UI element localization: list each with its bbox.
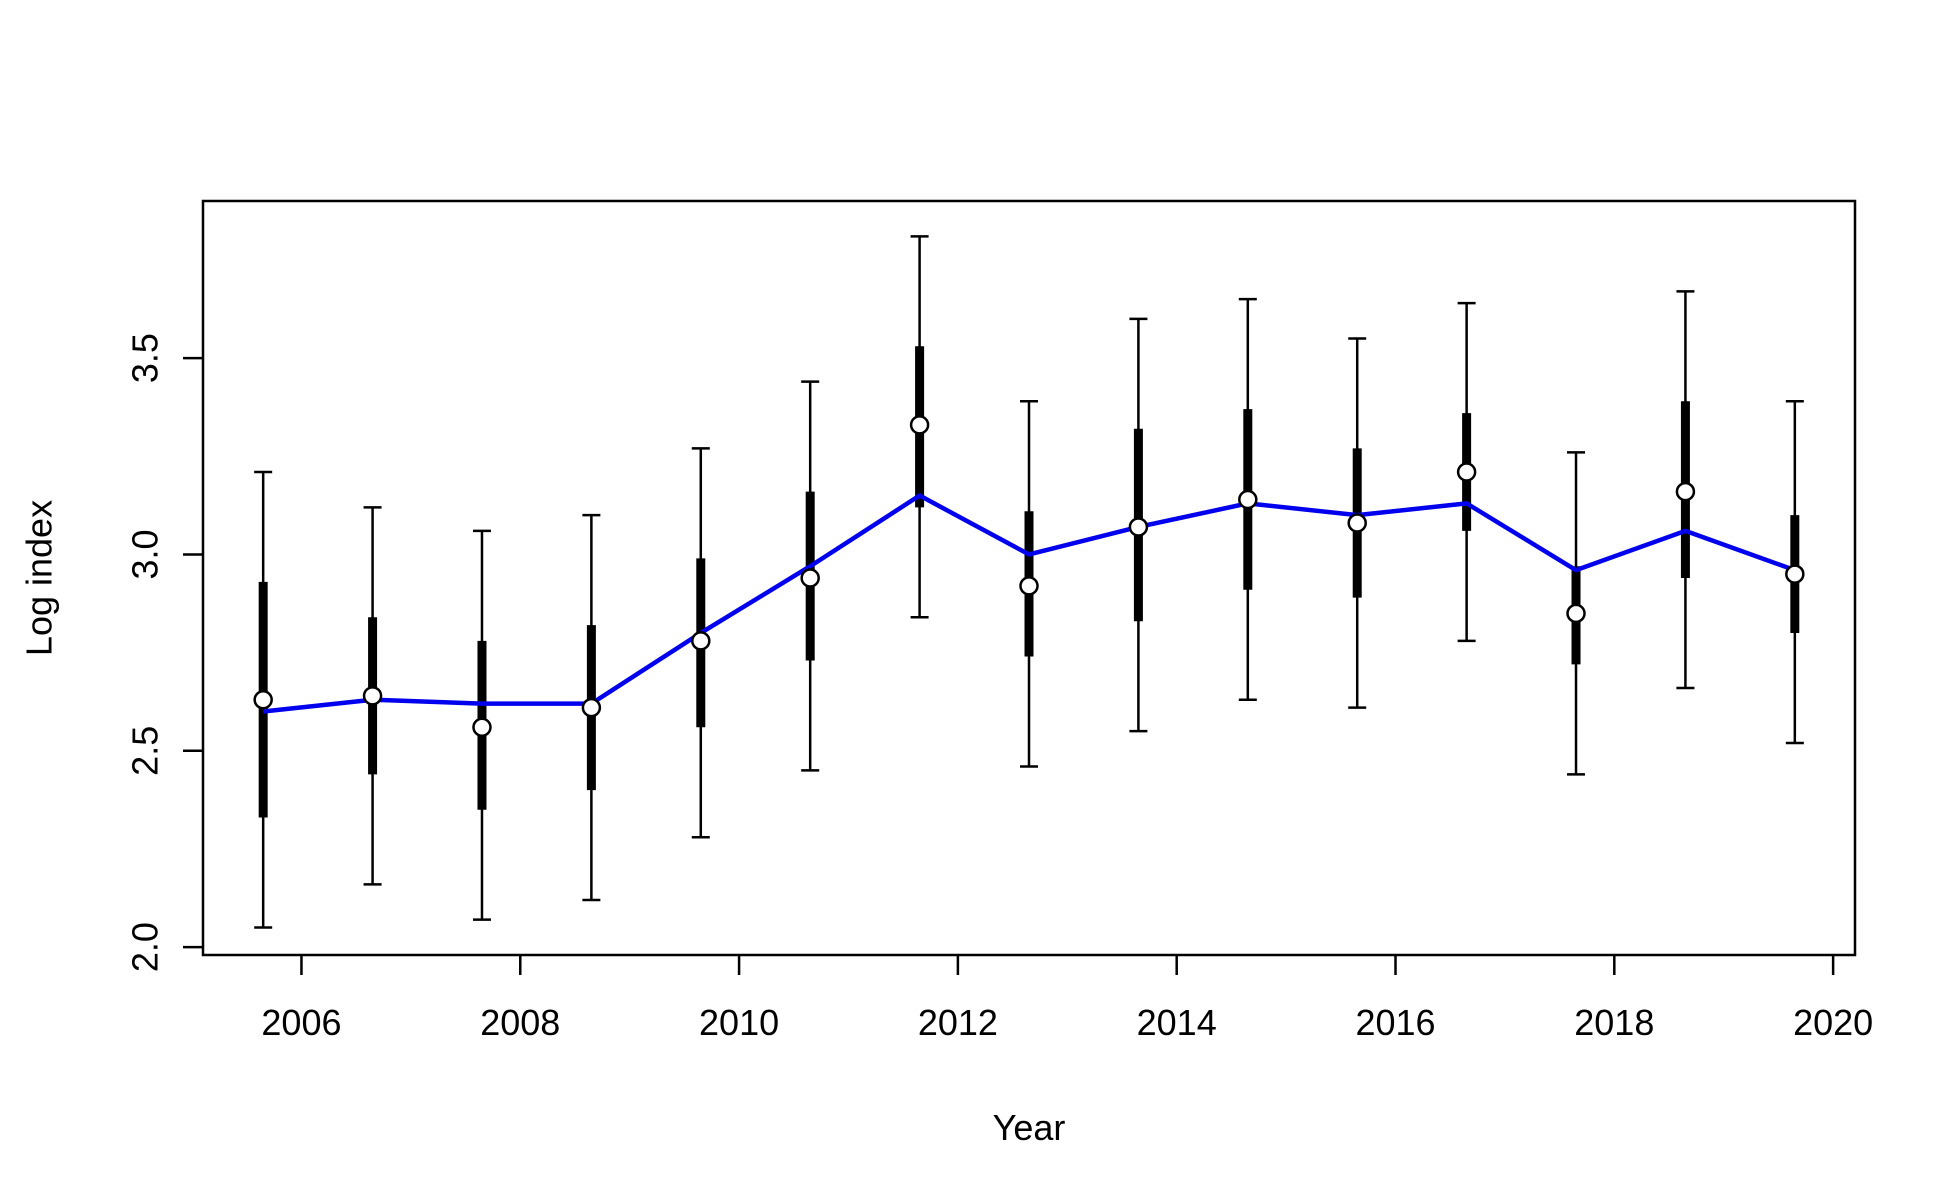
x-tick-label: 2012 — [918, 1002, 998, 1043]
fitted-line — [262, 493, 1796, 714]
observed-point — [1456, 462, 1477, 482]
x-tick-label: 2020 — [1793, 1002, 1873, 1043]
x-tick-label: 2006 — [261, 1002, 341, 1043]
axes: 2006 2008 2010 2012 2014 2016 2018 2020 2.0 2.5 3.… — [125, 199, 1873, 1043]
observed-point — [1238, 489, 1258, 510]
observed-point — [1347, 513, 1367, 533]
y-tick-label: 2.5 — [125, 726, 166, 776]
observed-points-layer — [253, 415, 1805, 737]
x-tick-label: 2018 — [1574, 1002, 1654, 1043]
y-tick-label: 3.5 — [125, 333, 166, 383]
y-axis-label: Log index — [19, 500, 60, 656]
observed-point — [1566, 603, 1586, 624]
observed-point — [1019, 576, 1039, 596]
x-tick-label: 2016 — [1355, 1002, 1435, 1043]
observed-point — [253, 689, 273, 710]
observed-point — [800, 568, 820, 588]
observed-point — [1128, 517, 1149, 537]
observed-point — [1675, 481, 1696, 502]
fitted-line-layer — [262, 493, 1796, 714]
observed-point — [472, 717, 492, 737]
x-tick-label: 2010 — [699, 1002, 779, 1043]
y-tick-label: 3.0 — [125, 529, 166, 579]
x-tick-label: 2014 — [1137, 1002, 1217, 1043]
observed-point — [362, 686, 383, 706]
observed-point — [581, 697, 602, 718]
y-tick-label: 2.0 — [125, 922, 166, 972]
axis-labels: Year Log index — [19, 500, 1066, 1148]
plot-frame — [201, 199, 1857, 957]
x-tick-label: 2008 — [480, 1002, 560, 1043]
observed-point — [909, 415, 930, 435]
x-axis-label: Year — [993, 1107, 1066, 1148]
observed-point — [691, 631, 711, 651]
observed-point — [1785, 564, 1805, 584]
